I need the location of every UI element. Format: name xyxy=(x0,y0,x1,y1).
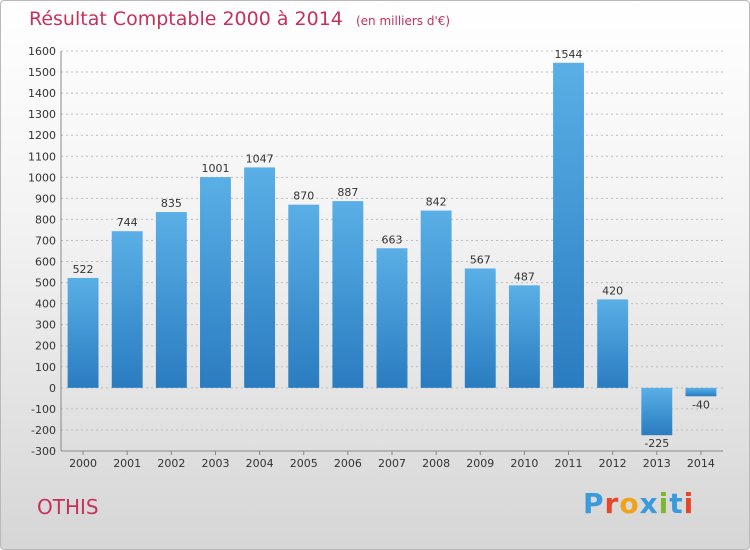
x-tick-label: 2002 xyxy=(157,457,185,470)
brand-letter: P xyxy=(583,487,605,520)
data-label: 1001 xyxy=(201,162,229,175)
brand-letter: i xyxy=(658,487,670,520)
chart-title-main: Résultat Comptable 2000 à 2014 xyxy=(29,8,343,30)
x-tick-label: 2011 xyxy=(555,457,583,470)
y-tick-label: 500 xyxy=(35,277,56,290)
brand-letter: t xyxy=(669,487,684,520)
bar xyxy=(641,387,673,436)
y-tick-label: 1000 xyxy=(28,171,56,184)
y-tick-label: -200 xyxy=(31,424,56,437)
chart-title: Résultat Comptable 2000 à 2014 (en milli… xyxy=(29,8,450,30)
y-tick-label: 1500 xyxy=(28,66,56,79)
data-label: 487 xyxy=(514,270,535,283)
y-tick-label: 1600 xyxy=(28,45,56,58)
y-tick-label: 1200 xyxy=(28,129,56,142)
brand-letter: o xyxy=(619,487,640,520)
bar xyxy=(288,204,320,388)
y-tick-label: 100 xyxy=(35,361,56,374)
y-tick-label: 400 xyxy=(35,298,56,311)
bar xyxy=(244,167,276,388)
data-label: 522 xyxy=(73,263,94,276)
data-label: 744 xyxy=(117,216,138,229)
bar xyxy=(200,177,231,388)
x-tick-label: 2007 xyxy=(378,457,406,470)
commune-name: OTHIS xyxy=(37,495,99,519)
y-tick-label: 800 xyxy=(35,213,56,226)
bar xyxy=(685,387,717,397)
data-label: 870 xyxy=(293,190,314,203)
chart-title-unit: (en milliers d'€) xyxy=(355,14,451,28)
y-tick-label: 1300 xyxy=(28,108,56,121)
data-label: 835 xyxy=(161,197,182,210)
bar xyxy=(376,248,408,388)
y-tick-label: -100 xyxy=(31,403,56,416)
bar xyxy=(111,231,143,388)
y-tick-label: -300 xyxy=(31,445,56,458)
brand-letter: i xyxy=(683,487,695,520)
bar xyxy=(332,201,364,388)
x-tick-label: 2004 xyxy=(246,457,274,470)
brand-letter: r xyxy=(604,487,620,520)
bar xyxy=(155,212,187,388)
data-label: 887 xyxy=(337,186,358,199)
x-tick-label: 2012 xyxy=(599,457,627,470)
x-tick-label: 2006 xyxy=(334,457,362,470)
x-tick-label: 2005 xyxy=(290,457,318,470)
bar xyxy=(508,285,540,388)
proxiti-logo: Proxiti xyxy=(583,487,694,520)
y-tick-label: 1100 xyxy=(28,150,56,163)
data-label: 842 xyxy=(426,196,447,209)
x-tick-label: 2003 xyxy=(201,457,229,470)
x-tick-label: 2010 xyxy=(510,457,538,470)
x-tick-label: 2000 xyxy=(69,457,97,470)
brand-letter: x xyxy=(639,487,659,520)
y-tick-label: 200 xyxy=(35,340,56,353)
x-tick-label: 2009 xyxy=(466,457,494,470)
y-tick-label: 300 xyxy=(35,319,56,332)
bar xyxy=(67,277,99,388)
data-label: 567 xyxy=(470,253,491,266)
x-tick-label: 2001 xyxy=(113,457,141,470)
x-tick-label: 2014 xyxy=(687,457,715,470)
y-tick-label: 0 xyxy=(49,382,56,395)
y-tick-label: 600 xyxy=(35,256,56,269)
data-label: 1047 xyxy=(246,152,274,165)
bar xyxy=(420,210,452,388)
bar xyxy=(464,268,496,388)
data-label: 420 xyxy=(602,284,623,297)
data-label: -225 xyxy=(644,437,669,450)
y-tick-label: 1400 xyxy=(28,87,56,100)
data-label: -40 xyxy=(692,398,710,411)
y-tick-label: 900 xyxy=(35,192,56,205)
data-label: 663 xyxy=(382,233,403,246)
data-label: 1544 xyxy=(555,48,583,61)
y-tick-label: 700 xyxy=(35,234,56,247)
x-tick-label: 2008 xyxy=(422,457,450,470)
bar xyxy=(553,62,584,388)
bar xyxy=(597,299,629,388)
x-tick-label: 2013 xyxy=(643,457,671,470)
